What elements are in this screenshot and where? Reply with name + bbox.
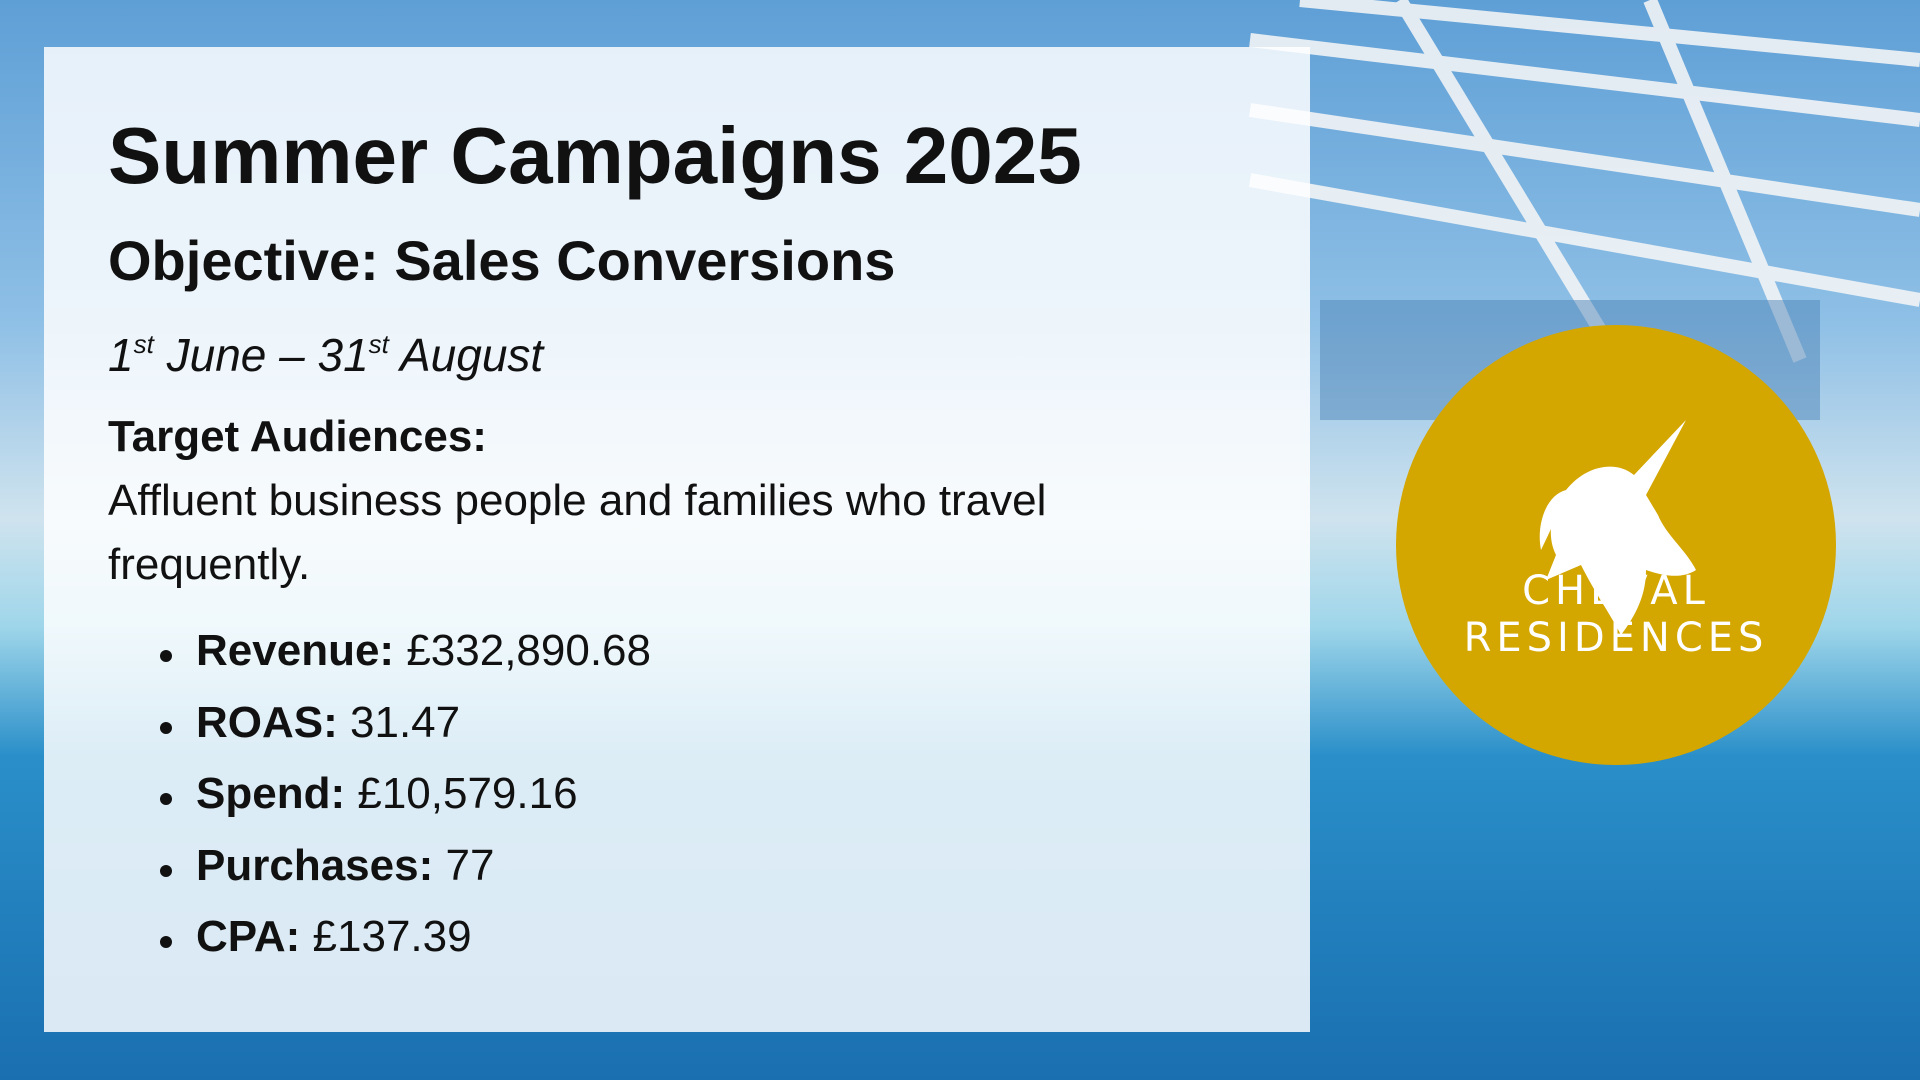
date-text: August bbox=[388, 329, 544, 381]
metric-value: £332,890.68 bbox=[406, 626, 651, 675]
logo-text: RESIDENCES bbox=[1463, 615, 1769, 661]
logo: CHEVAL RESIDENCES bbox=[1396, 325, 1836, 765]
title: Summer Campaigns 2025 bbox=[108, 111, 1082, 200]
metric-item: ROAS: 31.47 bbox=[160, 698, 460, 748]
audiences-text: frequently. bbox=[108, 540, 311, 589]
unicorn-icon bbox=[1539, 420, 1696, 635]
metric-label: Revenue: bbox=[196, 626, 395, 675]
metric-label: Purchases: bbox=[196, 840, 434, 890]
metric-label: CPA: bbox=[196, 912, 301, 961]
metric-item: Revenue: £332,890.68 bbox=[160, 626, 651, 676]
metric-value: £137.39 bbox=[312, 912, 472, 961]
metric-item: Purchases: 77 bbox=[160, 841, 494, 891]
date-text: 1 bbox=[108, 329, 134, 381]
metric-value: 77 bbox=[445, 840, 495, 890]
metric-value: £10,579.16 bbox=[357, 769, 578, 818]
date-range: 1st June – 31st August bbox=[108, 328, 543, 382]
metric-label: ROAS: bbox=[196, 697, 338, 747]
audiences-heading: Target Audiences: bbox=[108, 412, 487, 461]
date-suffix: st bbox=[133, 329, 154, 359]
subtitle: Objective: Sales Conversions bbox=[108, 229, 896, 292]
metric-value: 31.47 bbox=[350, 697, 461, 747]
text-panel bbox=[44, 47, 1310, 1032]
audiences-text: Affluent business people and families wh… bbox=[108, 476, 1047, 525]
metric-label: Spend: bbox=[196, 769, 346, 818]
date-suffix: st bbox=[368, 329, 389, 359]
date-text: June – 31 bbox=[153, 329, 369, 381]
metric-item: Spend: £10,579.16 bbox=[160, 769, 578, 819]
metric-item: CPA: £137.39 bbox=[160, 912, 472, 962]
logo-text: CHEVAL bbox=[1522, 568, 1710, 614]
